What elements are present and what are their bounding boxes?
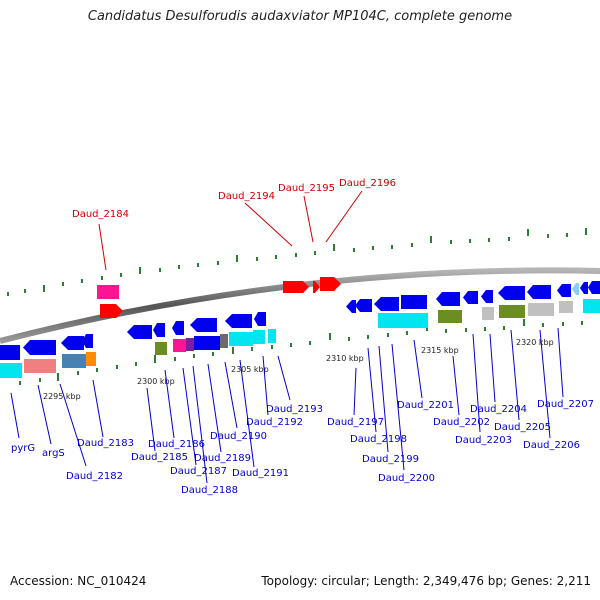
genome-title: Candidatus Desulforudis audaxviator MP10… bbox=[87, 9, 513, 24]
label-daud-2197[interactable]: Daud_2197 bbox=[327, 417, 384, 428]
gene-arrow-7[interactable] bbox=[190, 318, 217, 332]
scale-label: 2295 kbp bbox=[43, 392, 81, 401]
label-daud-2205[interactable]: Daud_2205 bbox=[494, 422, 551, 433]
gene-arrow-10[interactable] bbox=[346, 300, 356, 313]
label-daud-2201[interactable]: Daud_2201 bbox=[397, 400, 454, 411]
gene-arrow-3[interactable] bbox=[82, 334, 93, 348]
label-daud-2182[interactable]: Daud_2182 bbox=[66, 471, 123, 482]
gene-block-2[interactable] bbox=[401, 295, 427, 309]
label-daud-2196[interactable]: Daud_2196 bbox=[339, 178, 396, 189]
label-daud-2184[interactable]: Daud_2184 bbox=[72, 209, 129, 220]
forward-genes bbox=[97, 277, 341, 318]
scale-label: 2310 kbp bbox=[326, 354, 364, 363]
genome-summary-text: Topology: circular; Length: 2,349,476 bp… bbox=[261, 574, 591, 588]
scale-label: 2300 kbp bbox=[137, 377, 175, 386]
blue-label-connectors bbox=[10, 327, 564, 484]
gene-daud-2200[interactable] bbox=[378, 313, 428, 328]
accession-text: Accession: NC_010424 bbox=[10, 574, 147, 588]
label-daud-2191[interactable]: Daud_2191 bbox=[232, 468, 289, 479]
label-daud-2204[interactable]: Daud_2204 bbox=[470, 404, 527, 415]
label-daud-2195[interactable]: Daud_2195 bbox=[278, 183, 335, 194]
gene-daud-2194[interactable] bbox=[283, 281, 309, 293]
gene-arrow-16[interactable] bbox=[498, 286, 525, 300]
gene-arrow-12[interactable] bbox=[374, 297, 399, 311]
gene-daud-2186[interactable] bbox=[173, 339, 186, 352]
label-daud-2194[interactable]: Daud_2194 bbox=[218, 191, 275, 202]
gene-arrow-8[interactable] bbox=[225, 314, 252, 328]
lower-tick-row bbox=[19, 319, 583, 385]
upper-tick-row bbox=[7, 228, 587, 296]
reverse-genes bbox=[0, 281, 600, 378]
gene-arrow-19[interactable] bbox=[572, 283, 579, 295]
gene-arrow-14[interactable] bbox=[463, 291, 478, 304]
gene-arrow-17[interactable] bbox=[527, 285, 551, 299]
gene-daud-2202[interactable] bbox=[438, 310, 462, 323]
gene-daud-2206[interactable] bbox=[528, 303, 554, 316]
red-gene-labels: Daud_2184 Daud_2194 Daud_2195 Daud_2196 bbox=[72, 178, 396, 220]
gene-arrow-18[interactable] bbox=[557, 284, 571, 297]
label-daud-2203[interactable]: Daud_2203 bbox=[455, 435, 512, 446]
label-daud-2200[interactable]: Daud_2200 bbox=[378, 473, 435, 484]
label-daud-2190[interactable]: Daud_2190 bbox=[210, 431, 267, 442]
gene-arrow-5[interactable] bbox=[153, 323, 165, 337]
gene-block-1[interactable] bbox=[0, 345, 20, 360]
gene-daud-2207[interactable] bbox=[559, 301, 573, 313]
gene-daud-2188[interactable] bbox=[194, 336, 220, 350]
gene-daud-2204[interactable] bbox=[482, 307, 494, 320]
gene-arrow-20[interactable] bbox=[580, 282, 588, 294]
gene-arrow-4[interactable] bbox=[127, 325, 152, 339]
gene-arrow-21[interactable] bbox=[588, 281, 600, 294]
gene-daud-2195[interactable] bbox=[313, 281, 320, 293]
gene-daud-2184[interactable] bbox=[100, 304, 123, 318]
gene-arrow-11[interactable] bbox=[355, 299, 372, 312]
label-daud-2188[interactable]: Daud_2188 bbox=[181, 485, 238, 496]
label-daud-2186[interactable]: Daud_2186 bbox=[148, 439, 205, 450]
label-daud-2189[interactable]: Daud_2189 bbox=[194, 453, 251, 464]
gene-daud-2187[interactable] bbox=[186, 338, 194, 351]
gene-daud-2183[interactable] bbox=[86, 352, 96, 366]
gene-daud-2189[interactable] bbox=[220, 334, 228, 348]
gene-argS[interactable] bbox=[24, 359, 56, 373]
gene-arrow-13[interactable] bbox=[436, 292, 460, 306]
gene-arrow-6[interactable] bbox=[172, 321, 184, 335]
label-daud-2202[interactable]: Daud_2202 bbox=[433, 417, 490, 428]
label-daud-2206[interactable]: Daud_2206 bbox=[523, 440, 580, 451]
label-daud-2185[interactable]: Daud_2185 bbox=[131, 452, 188, 463]
label-daud-2207[interactable]: Daud_2207 bbox=[537, 399, 594, 410]
gene-arrow-2[interactable] bbox=[61, 336, 84, 350]
gene-daud-2191[interactable] bbox=[253, 330, 265, 344]
scale-label: 2305 kbp bbox=[231, 365, 269, 374]
scale-labels: 2295 kbp 2300 kbp 2305 kbp 2310 kbp 2315… bbox=[43, 338, 554, 401]
gene-daud-2184-magenta[interactable] bbox=[97, 285, 119, 299]
gene-arrow-1[interactable] bbox=[23, 340, 56, 355]
label-daud-2193[interactable]: Daud_2193 bbox=[266, 404, 323, 415]
gene-daud-2192[interactable] bbox=[268, 329, 276, 343]
scale-label: 2315 kbp bbox=[421, 346, 459, 355]
label-daud-2187[interactable]: Daud_2187 bbox=[170, 466, 227, 477]
label-daud-2198[interactable]: Daud_2198 bbox=[350, 434, 407, 445]
gene-arrow-9[interactable] bbox=[254, 312, 266, 326]
blue-gene-labels: pyrG argS Daud_2182 Daud_2183 Daud_2185 … bbox=[11, 399, 594, 496]
label-pyrG[interactable]: pyrG bbox=[11, 443, 35, 454]
scale-label: 2320 kbp bbox=[516, 338, 554, 347]
gene-pyrG[interactable] bbox=[0, 363, 22, 378]
gene-daud-2190[interactable] bbox=[229, 332, 253, 346]
gene-block-3[interactable] bbox=[583, 299, 600, 313]
label-daud-2183[interactable]: Daud_2183 bbox=[77, 438, 134, 449]
label-daud-2192[interactable]: Daud_2192 bbox=[246, 417, 303, 428]
gene-daud-2196[interactable] bbox=[320, 277, 341, 291]
label-daud-2199[interactable]: Daud_2199 bbox=[362, 454, 419, 465]
gene-arrow-15[interactable] bbox=[481, 290, 493, 303]
gene-daud-2185[interactable] bbox=[155, 342, 167, 355]
red-label-connectors bbox=[98, 190, 363, 271]
gene-daud-2182[interactable] bbox=[62, 354, 86, 368]
gene-daud-2205[interactable] bbox=[499, 305, 525, 318]
label-argS[interactable]: argS bbox=[42, 448, 65, 459]
